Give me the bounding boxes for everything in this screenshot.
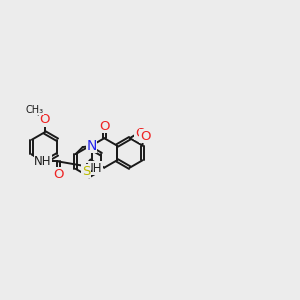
Text: NH: NH — [34, 155, 52, 168]
Text: O: O — [99, 120, 110, 133]
Text: S: S — [82, 165, 90, 178]
Text: O: O — [140, 130, 150, 143]
Text: O: O — [135, 127, 145, 140]
Text: NH: NH — [85, 162, 103, 175]
Text: O: O — [53, 168, 64, 181]
Text: N: N — [86, 139, 97, 153]
Text: CH₃: CH₃ — [26, 105, 44, 115]
Text: O: O — [39, 113, 50, 126]
